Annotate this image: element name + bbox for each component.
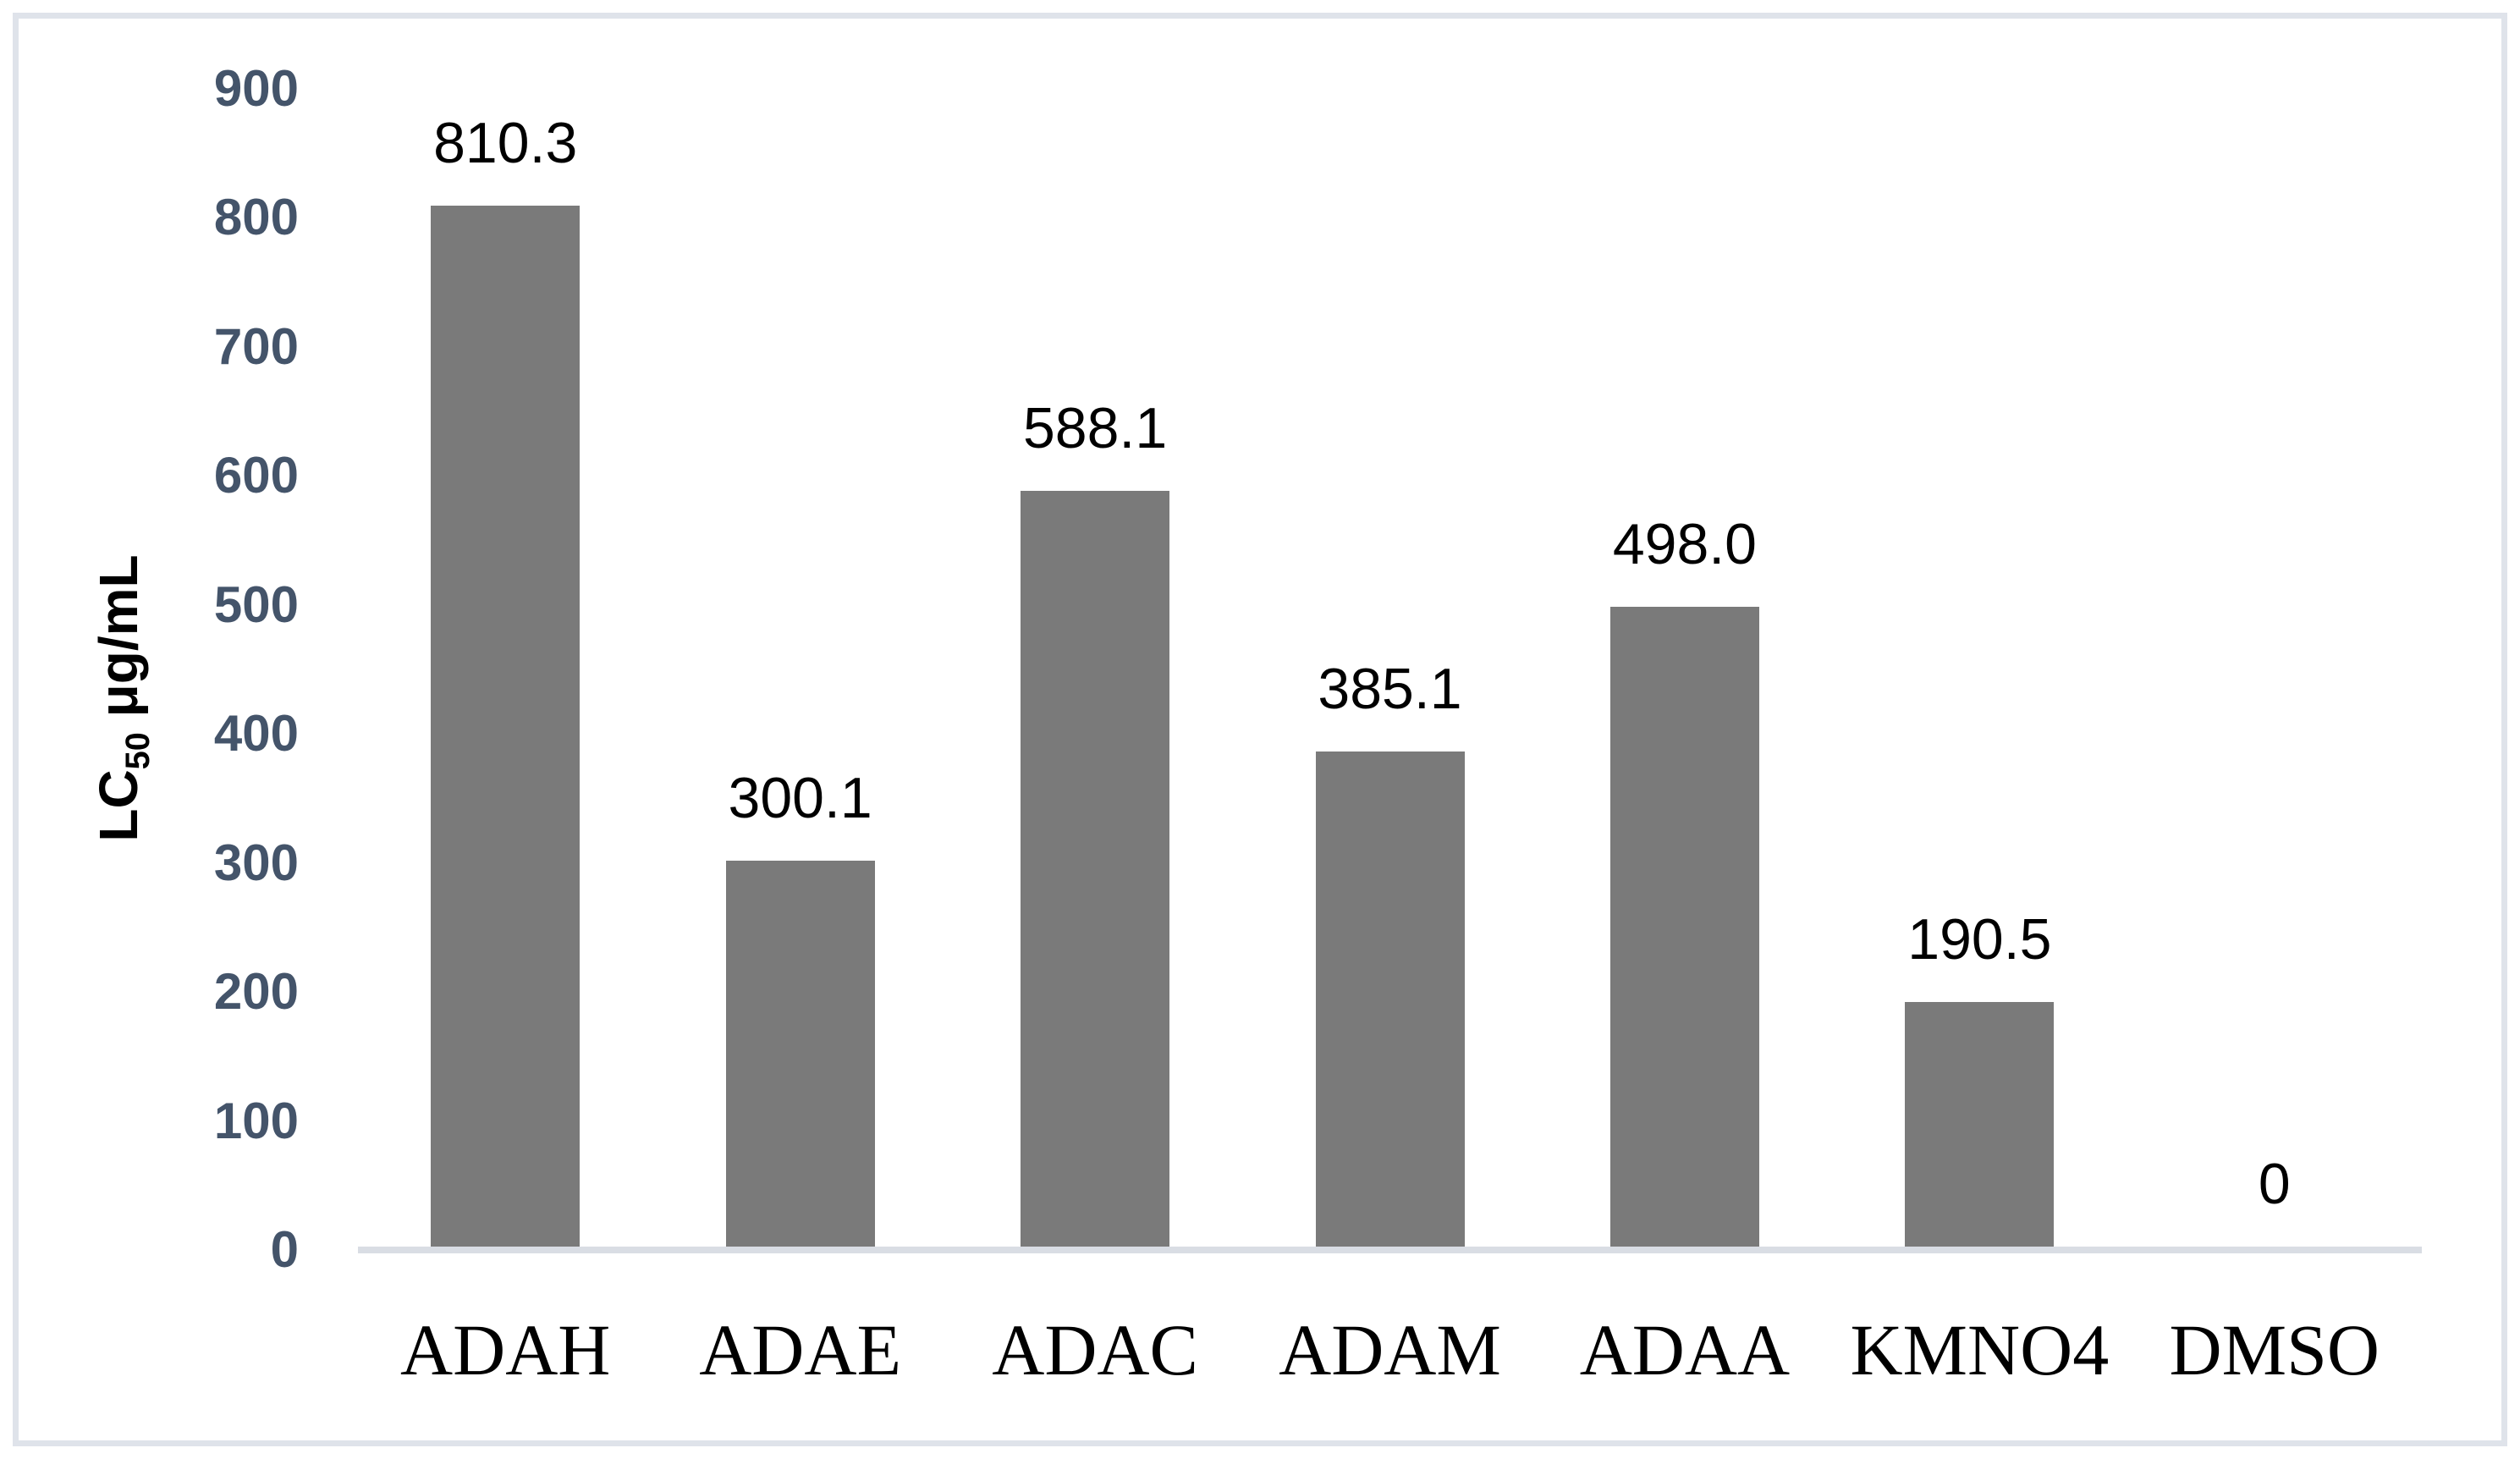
bar-value-label: 385.1 — [1318, 657, 1462, 721]
y-tick-label: 500 — [213, 575, 299, 633]
y-tick-label: 0 — [270, 1221, 299, 1278]
chart-frame — [13, 13, 2507, 1446]
y-tick-label: 800 — [213, 189, 299, 246]
bar-value-label: 810.3 — [433, 111, 578, 175]
y-tick-label: 200 — [213, 963, 299, 1021]
y-tick-label: 900 — [213, 60, 299, 118]
x-axis-line — [358, 1247, 2422, 1253]
bar-adam — [1315, 752, 1465, 1247]
bar-adae — [725, 861, 875, 1247]
bar-value-label: 190.5 — [1907, 907, 2052, 972]
x-tick-label: KMNO4 — [1850, 1309, 2110, 1390]
y-axis-title-prefix: LC — [88, 769, 149, 842]
y-tick-label: 100 — [213, 1092, 299, 1149]
x-tick-label: ADAE — [699, 1309, 902, 1390]
bar-value-label: 498.0 — [1612, 512, 1757, 576]
bar-kmno4 — [1905, 1002, 2055, 1247]
x-tick-label: ADAH — [399, 1309, 611, 1390]
y-tick-label: 700 — [213, 317, 299, 375]
x-tick-label: DMSO — [2169, 1309, 2380, 1390]
y-tick-label: 600 — [213, 447, 299, 504]
bar-value-label: 300.1 — [728, 766, 872, 830]
x-tick-label: ADAM — [1279, 1309, 1501, 1390]
y-tick-label: 400 — [213, 705, 299, 763]
bar-value-label: 0 — [2258, 1152, 2291, 1216]
bar-adah — [431, 206, 580, 1247]
y-tick-label: 300 — [213, 834, 299, 891]
x-tick-label: ADAA — [1579, 1309, 1791, 1390]
bar-value-label: 588.1 — [1022, 396, 1168, 460]
bar-adac — [1021, 491, 1170, 1247]
bar-adaa — [1609, 607, 1759, 1247]
x-tick-label: ADAC — [992, 1309, 1198, 1390]
